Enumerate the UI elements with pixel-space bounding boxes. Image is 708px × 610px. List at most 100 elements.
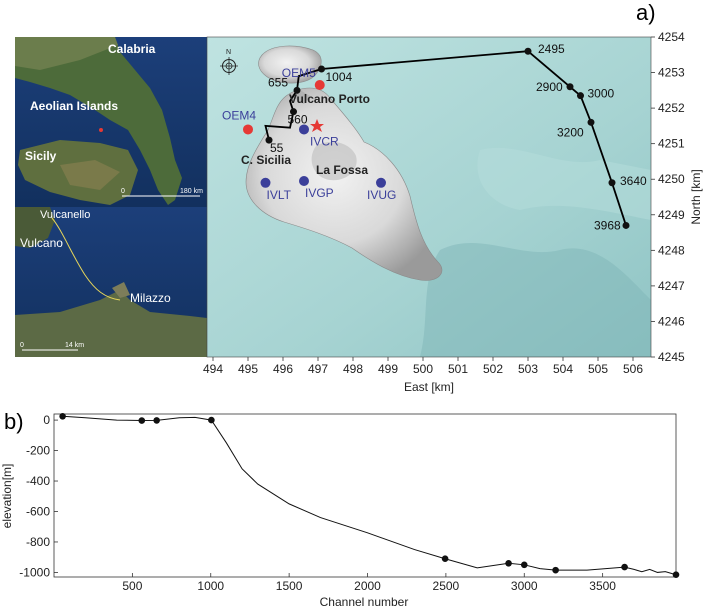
cable-channel-label: 3000 <box>588 87 615 101</box>
cable-route-layer: 55 560 655 1004 2495 2900 3000 3200 3640 3968 <box>264 42 647 232</box>
inset-top-scale-end: 180 km <box>180 188 203 195</box>
cable-channel-marker <box>293 86 301 94</box>
map-y-tick-label: 4254 <box>658 30 685 44</box>
inset-cable-route <box>51 217 121 301</box>
profile-x-tick-label: 3000 <box>511 579 538 593</box>
profile-channel-marker <box>505 559 512 567</box>
crater-star-icon <box>310 119 324 132</box>
station-label: IVCR <box>310 134 339 148</box>
station-marker <box>243 124 253 135</box>
inset-regional-map: Calabria Aeolian Islands Sicily 0 180 km <box>15 37 207 207</box>
station-label: OEM4 <box>222 108 256 122</box>
map-y-tick-label: 4252 <box>658 101 685 115</box>
map-x-tick-label: 504 <box>553 362 573 376</box>
station-marker <box>314 80 325 90</box>
station-marker <box>260 177 271 188</box>
map-x-tick-label: 499 <box>378 362 398 376</box>
inset-bottom-scale-end: 14 km <box>65 342 84 349</box>
map-y-tick-label: 4249 <box>658 208 685 222</box>
profile-x-tick-label: 3500 <box>589 579 616 593</box>
map-x-tick-label: 498 <box>343 362 363 376</box>
panel-a-label: a) <box>636 0 656 25</box>
station-label: IVUG <box>367 188 396 202</box>
cable-channel-label: 2900 <box>536 80 563 94</box>
map-x-tick-label: 502 <box>483 362 503 376</box>
map-y-tick-label: 4246 <box>658 314 685 328</box>
compass-rose-icon: N <box>220 49 238 75</box>
profile-x-tick-label: 1500 <box>276 579 303 593</box>
inset-label-sicily: Sicily <box>25 149 57 163</box>
vulcano-island <box>245 87 443 281</box>
inset-bottom-scale-start: 0 <box>20 342 24 349</box>
profile-channel-marker <box>208 416 215 424</box>
inset-label-vulcanello: Vulcanello <box>40 209 90 221</box>
profile-y-tick-label: 0 <box>43 413 50 427</box>
cable-channel-marker <box>290 108 297 116</box>
map-x-tick-label: 505 <box>588 362 608 376</box>
cable-channel-label: 3200 <box>557 125 584 139</box>
cable-channel-label: 655 <box>268 75 288 89</box>
station-marker <box>376 177 386 188</box>
map-y-tick-label: 4248 <box>658 243 685 257</box>
profile-plot-area <box>53 413 677 578</box>
profile-x-axis-label: Channel number <box>320 595 409 609</box>
profile-y-tick-label: -800 <box>26 535 50 549</box>
cable-channel-label: 1004 <box>326 70 353 84</box>
place-label-la-fossa: La Fossa <box>316 163 368 177</box>
map-x-axis-label: East [km] <box>404 380 454 394</box>
cable-channel-marker <box>587 118 595 126</box>
map-x-tick-label: 495 <box>238 362 258 376</box>
cable-channel-label: 55 <box>270 141 284 155</box>
map-frame <box>206 36 652 358</box>
station-label: IVLT <box>267 188 292 202</box>
inset-local-map: Vulcanello Vulcano Milazzo 0 14 km <box>15 207 207 357</box>
cable-channel-label: 3640 <box>620 174 647 188</box>
station-label: IVGP <box>305 186 334 200</box>
station-label: OEM5 <box>282 66 316 80</box>
main-map: N 55 560 655 1004 2495 2900 3000 3200 3640 3968 O… <box>206 36 652 358</box>
la-fossa-crater <box>311 141 357 181</box>
inset-label-calabria: Calabria <box>108 42 156 56</box>
cable-channel-marker <box>566 83 574 91</box>
cable-channel-marker <box>608 179 616 187</box>
station-marker <box>299 176 309 186</box>
profile-channel-marker <box>520 561 528 569</box>
compass-north-label: N <box>226 49 231 56</box>
inset-label-aeolian-islands: Aeolian Islands <box>30 99 118 113</box>
profile-y-tick-label: -400 <box>26 474 50 488</box>
cable-channel-marker <box>622 221 630 229</box>
profile-x-tick-label: 2500 <box>433 579 460 593</box>
map-x-tick-label: 500 <box>413 362 433 376</box>
map-y-tick-label: 4245 <box>658 350 685 364</box>
profile-y-tick-label: -1000 <box>19 565 50 579</box>
cable-channel-label: 2495 <box>538 42 565 56</box>
place-label-vulcano-porto: Vulcano Porto <box>289 92 370 106</box>
profile-chart: 500 1000 1500 2000 2500 3000 3500 0 -200 -400 -600… <box>19 412 680 593</box>
map-y-tick-label: 4253 <box>658 66 685 80</box>
cable-channel-label: 3968 <box>594 218 621 232</box>
map-y-tick-label: 4251 <box>658 137 685 151</box>
inset-top-scale-start: 0 <box>121 188 125 195</box>
map-x-tick-label: 503 <box>518 362 538 376</box>
map-y-axis-label: North [km] <box>689 169 703 224</box>
profile-channel-marker <box>153 417 160 424</box>
cable-channel-label: 560 <box>288 113 308 127</box>
profile-channel-marker <box>138 417 146 424</box>
cable-channel-marker <box>524 47 532 55</box>
place-label-c-sicilia: C. Sicilia <box>241 153 291 167</box>
profile-x-tick-label: 2000 <box>354 579 381 593</box>
profile-x-tick-label: 500 <box>122 579 142 593</box>
cable-channel-marker <box>265 136 273 144</box>
profile-channel-marker <box>552 566 559 574</box>
station-layer: OEM5 OEM4 IVCR IVLT IVGP IVUG <box>222 66 396 202</box>
map-x-tick-label: 501 <box>448 362 468 376</box>
cable-channel-marker <box>577 92 584 100</box>
map-axes: 494 495 496 497 498 499 500 501 502 503 504 505 506 4… <box>203 30 685 376</box>
map-x-tick-label: 494 <box>203 362 223 376</box>
station-marker <box>299 124 309 135</box>
map-x-tick-label: 506 <box>623 362 643 376</box>
profile-channel-marker <box>672 571 680 579</box>
map-x-tick-label: 496 <box>273 362 293 376</box>
map-y-tick-label: 4247 <box>658 279 685 293</box>
